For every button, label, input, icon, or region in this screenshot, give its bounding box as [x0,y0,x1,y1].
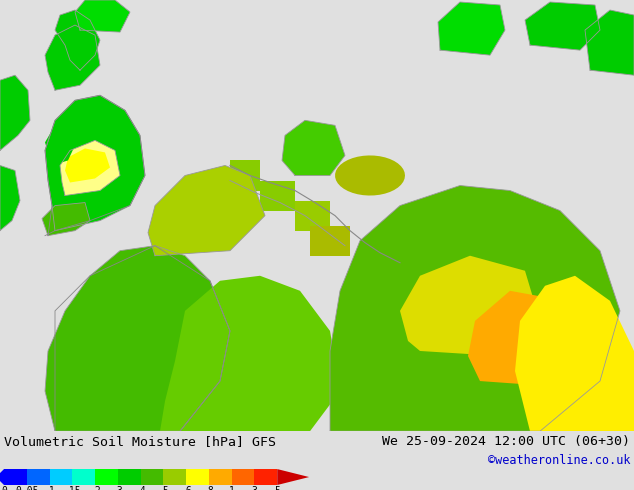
Polygon shape [438,2,505,55]
Polygon shape [65,148,110,182]
Bar [49,469,72,485]
FancyArrow shape [0,469,6,485]
Bar [254,469,277,485]
Polygon shape [55,10,100,70]
Polygon shape [277,469,309,485]
Text: Volumetric Soil Moisture [hPa] GFS: Volumetric Soil Moisture [hPa] GFS [4,435,276,448]
Polygon shape [585,10,634,75]
Polygon shape [0,166,20,231]
Text: .15: .15 [63,486,81,490]
Bar [72,469,95,485]
Polygon shape [45,25,100,90]
Text: .5: .5 [157,486,169,490]
Text: We 25-09-2024 12:00 UTC (06+30): We 25-09-2024 12:00 UTC (06+30) [382,435,630,448]
Polygon shape [525,2,600,50]
Polygon shape [295,200,330,231]
Polygon shape [335,155,405,196]
Bar [4,469,27,485]
Text: 0.05: 0.05 [15,486,39,490]
Bar [118,469,141,485]
Text: .3: .3 [112,486,124,490]
Polygon shape [60,141,120,196]
Text: 0: 0 [1,486,7,490]
Polygon shape [45,95,145,231]
Text: .8: .8 [203,486,215,490]
Text: 1: 1 [229,486,235,490]
Bar [141,469,164,485]
Text: 5: 5 [275,486,280,490]
Polygon shape [75,0,130,32]
Polygon shape [230,160,260,191]
Bar [186,469,209,485]
Polygon shape [400,256,540,356]
Text: .2: .2 [89,486,101,490]
Bar [231,469,254,485]
Bar [209,469,231,485]
Text: ©weatheronline.co.uk: ©weatheronline.co.uk [488,454,630,467]
Text: .4: .4 [135,486,146,490]
Polygon shape [260,180,295,211]
Text: 3: 3 [252,486,257,490]
Polygon shape [45,125,75,166]
Bar [95,469,118,485]
Polygon shape [45,245,230,431]
Polygon shape [148,166,265,256]
Polygon shape [282,121,345,175]
Bar [27,469,49,485]
Polygon shape [515,276,634,431]
Bar [164,469,186,485]
Polygon shape [310,225,350,256]
Text: .1: .1 [44,486,55,490]
Polygon shape [42,202,90,236]
Polygon shape [0,75,30,150]
Polygon shape [330,186,620,431]
Text: .6: .6 [180,486,192,490]
Polygon shape [468,291,580,386]
Polygon shape [160,276,340,431]
